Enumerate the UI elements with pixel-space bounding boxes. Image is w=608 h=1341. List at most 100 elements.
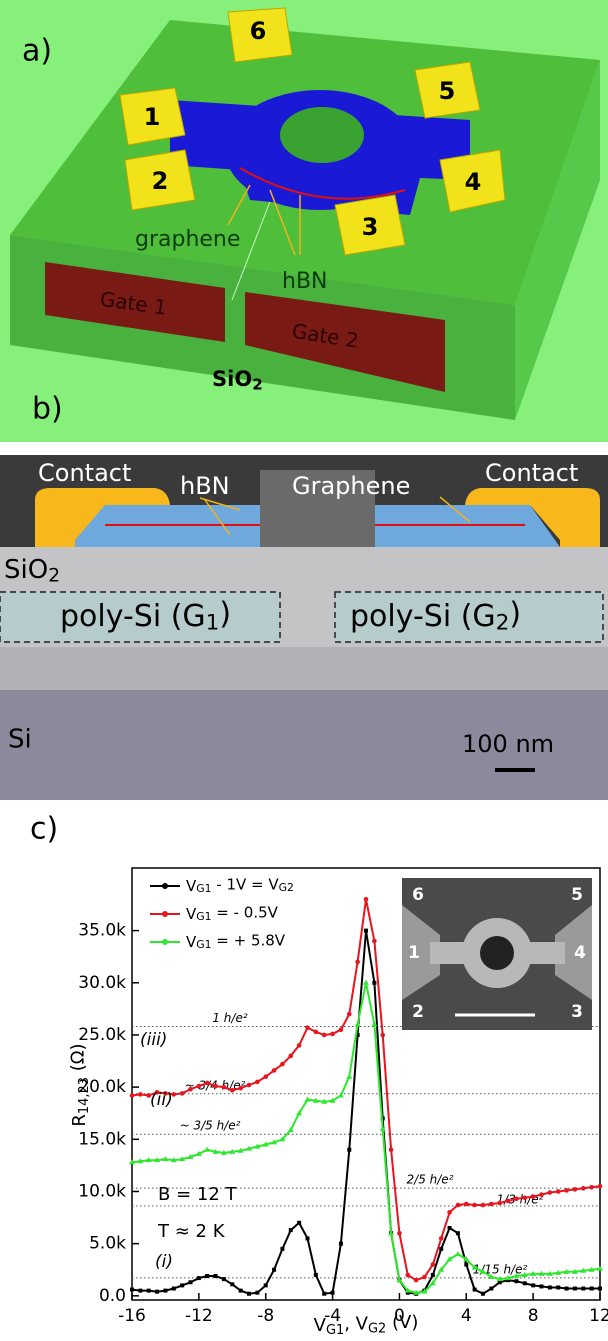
figure: 651423 a)b)123456graphenehBNGate 1Gate 2… <box>0 0 608 1341</box>
marker <box>305 1025 310 1030</box>
marker <box>272 1268 276 1272</box>
marker <box>481 1203 486 1208</box>
marker <box>330 1032 335 1037</box>
marker <box>255 1291 259 1295</box>
marker <box>514 1196 519 1201</box>
marker <box>188 1087 193 1092</box>
marker <box>247 1083 252 1088</box>
annotation: T ≈ 2 K <box>157 1221 226 1242</box>
marker <box>322 1033 327 1038</box>
marker <box>539 1192 544 1197</box>
marker <box>130 1288 134 1292</box>
marker <box>314 1030 319 1035</box>
marker <box>447 1210 452 1215</box>
marker <box>431 1273 435 1277</box>
annotation: (i) <box>155 1252 173 1272</box>
x-tick-label: -16 <box>118 1306 146 1326</box>
marker <box>297 1221 301 1225</box>
inset-hole <box>480 936 514 970</box>
inset: 651423 <box>402 878 592 1030</box>
marker <box>448 1226 452 1230</box>
marker <box>397 1231 402 1236</box>
marker <box>481 1292 485 1296</box>
x-tick-label: 8 <box>528 1306 539 1326</box>
marker <box>489 1202 494 1207</box>
panel-a <box>0 0 608 442</box>
marker <box>456 1231 460 1235</box>
pad-label: 3 <box>362 213 379 241</box>
reference-label: ~ 3/5 h/e² <box>180 1119 241 1133</box>
marker <box>138 1289 142 1293</box>
marker <box>364 897 369 902</box>
reference-label: 1/3 h/e² <box>497 1193 544 1207</box>
marker <box>548 1285 552 1289</box>
marker <box>364 929 368 933</box>
marker <box>205 1081 210 1086</box>
marker <box>197 1276 201 1280</box>
marker <box>506 1199 511 1204</box>
marker <box>372 939 377 944</box>
panel-label: a) <box>22 34 52 69</box>
marker <box>138 1092 143 1097</box>
marker <box>472 1203 477 1208</box>
marker <box>213 1084 218 1089</box>
marker <box>540 1284 544 1288</box>
marker <box>589 1185 594 1190</box>
marker <box>564 1188 569 1193</box>
x-tick-label: 12 <box>589 1306 608 1326</box>
marker <box>339 1027 344 1032</box>
marker <box>389 1147 394 1152</box>
marker <box>522 1195 527 1200</box>
marker <box>147 1289 151 1293</box>
marker <box>239 1289 243 1293</box>
pad-label: 6 <box>250 17 267 45</box>
marker <box>288 1054 293 1059</box>
inset-label: 3 <box>571 1002 583 1022</box>
marker <box>431 1262 436 1267</box>
marker <box>405 1273 410 1278</box>
inset-label: 5 <box>571 885 583 905</box>
contact-label: Contact <box>38 459 131 487</box>
marker <box>306 1236 310 1240</box>
marker <box>464 1263 468 1267</box>
reference-label: 1 h/e² <box>212 1011 247 1025</box>
marker <box>205 1274 209 1278</box>
annotation: (iii) <box>140 1030 167 1050</box>
scale-label: 100 nm <box>462 730 554 758</box>
inset-label: 2 <box>412 1002 424 1022</box>
inset-label: 6 <box>412 885 424 905</box>
y-tick-label: 15.0k <box>78 1129 126 1149</box>
y-tick-label: 10.0k <box>78 1181 126 1201</box>
annotation: (ii) <box>150 1090 173 1110</box>
hbn-label: hBN <box>180 472 230 500</box>
panel-label: b) <box>32 392 63 427</box>
inset-label: 4 <box>574 943 586 963</box>
marker <box>489 1287 493 1291</box>
poly-region <box>0 647 608 690</box>
gate-label: poly-Si (G2) <box>350 596 521 636</box>
marker <box>531 1283 535 1287</box>
marker <box>238 1086 243 1091</box>
silicon-label: Si <box>8 725 32 755</box>
marker <box>163 1289 167 1293</box>
marker <box>473 1288 477 1292</box>
reference-label: 2/5 h/e² <box>407 1173 454 1187</box>
marker <box>172 1287 176 1291</box>
marker <box>197 1084 202 1089</box>
marker <box>322 1292 326 1296</box>
reference-label: 1/15 h/e² <box>473 1262 528 1276</box>
marker <box>439 1236 444 1241</box>
marker <box>464 1202 469 1207</box>
hbn-label: hBN <box>282 269 328 294</box>
y-axis-label: R14,23 (Ω) <box>67 1043 91 1126</box>
marker <box>230 1282 234 1286</box>
marker <box>380 1033 385 1038</box>
marker <box>280 1062 285 1067</box>
y-tick-label: 35.0k <box>78 921 126 941</box>
panel-label: c) <box>30 812 58 847</box>
marker <box>222 1085 227 1090</box>
marker <box>347 1012 352 1017</box>
marker <box>222 1277 226 1281</box>
marker <box>531 1194 536 1199</box>
marker <box>214 1274 218 1278</box>
